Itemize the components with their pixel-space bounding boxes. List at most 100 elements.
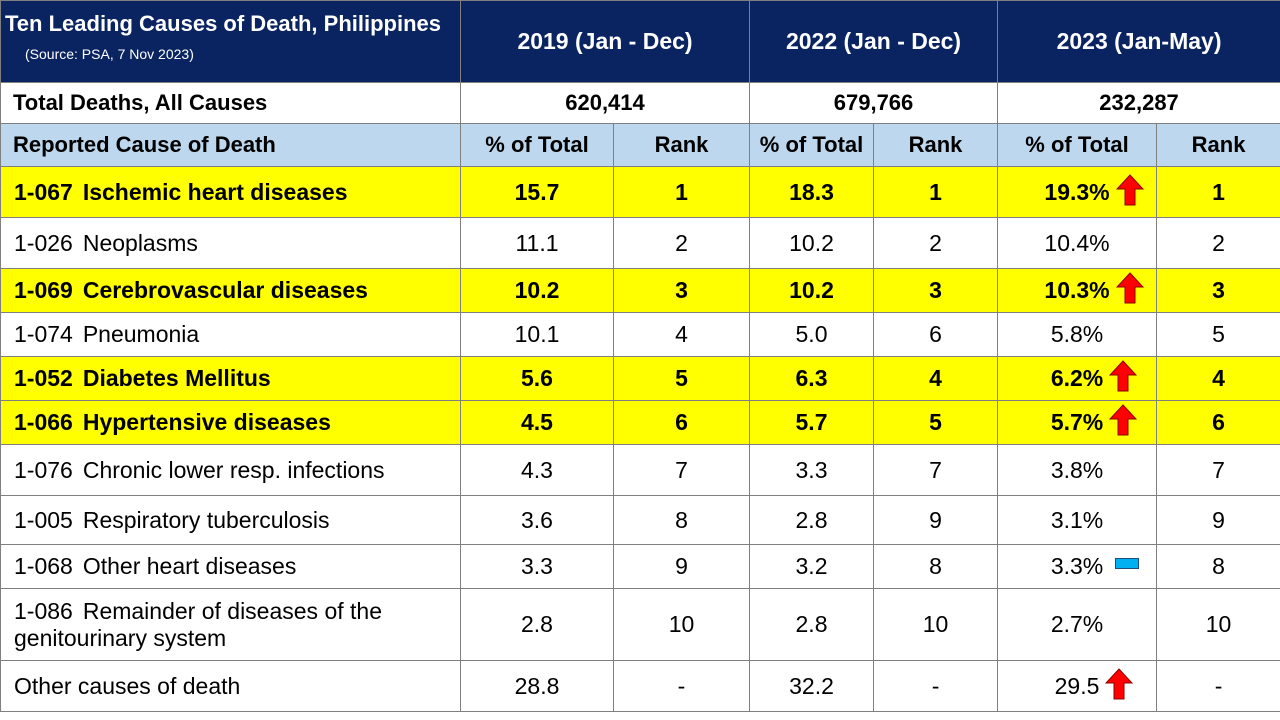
rank-cell: 6 [1156,400,1280,445]
rank-cell: 5 [612,356,751,401]
up-arrow-icon [1115,173,1144,205]
pct-cell: 3.2 [749,544,875,589]
up-arrow-icon [1105,667,1134,699]
table-row: Other causes of death 28.8-32.2-29.5- [0,660,1280,712]
cause-name: Other heart diseases [82,553,297,579]
rank-cell: 9 [1156,495,1280,545]
pct-2023-value: 10.3% [1044,272,1144,304]
period-2023: 2023 (Jan-May) [997,0,1280,83]
pct-cell: 3.3 [460,544,614,589]
rank-cell: 3 [1156,268,1280,313]
pct-2023-value: 2.7% [1050,611,1104,637]
pct-cell: 3.6 [460,495,614,545]
col-header-pct-2022: % of Total [749,123,875,167]
col-header-rank-2022: Rank [873,123,999,167]
total-deaths-label: Total Deaths, All Causes [0,82,461,124]
rank-cell: 4 [1156,356,1280,401]
pct-cell: 2.8 [749,588,875,661]
rank-cell: 2 [1156,217,1280,269]
rank-cell: 8 [873,544,999,589]
cause-code: 1-052 [14,365,73,391]
pct-cell: 2.8 [749,495,875,545]
pct-cell: 3.1% [997,495,1158,545]
rank-cell: 8 [612,495,751,545]
period-2022: 2022 (Jan - Dec) [749,0,999,83]
cause-name: Hypertensive diseases [82,409,331,435]
cause-code: 1-086 [14,597,73,624]
pct-2023-value: 6.2% [1051,360,1138,392]
rank-cell: 7 [1156,444,1280,496]
cause-code: 1-069 [14,277,73,303]
table-row: 1-069 Cerebrovascular diseases 10.2 3 10.2 3 1… [0,268,1280,313]
up-arrow-icon [1115,272,1144,304]
table-row: 1-074 Pneumonia 10.1 4 5.0 6 5.8% 5 [0,312,1280,357]
rank-cell: 9 [612,544,751,589]
cause-name: Neoplasms [82,229,198,256]
table-row: 1-068 Other heart diseases 3.3 9 3.2 8 3.3% 8 [0,544,1280,589]
table-row: 1-066 Hypertensive diseases 4.5 6 5.7 5 5.7% 6 [0,400,1280,445]
cause-cell: Other causes of death [0,660,461,712]
rank-cell: 3 [873,268,999,313]
pct-cell: 6.3 [749,356,875,401]
cause-code: 1-005 [14,506,73,533]
pct-cell: 4.5 [460,400,614,445]
pct-cell: 3.3 [749,444,875,496]
pct-2023-value: 3.8% [1050,456,1104,483]
pct-cell: 10.3% [997,268,1158,313]
rank-cell: 1 [873,166,999,218]
cause-name: Diabetes Mellitus [82,365,271,391]
pct-cell: 2.7% [997,588,1158,661]
pct-cell: 10.2 [460,268,614,313]
table-row: 1-067 Ischemic heart diseases 15.7 1 18.3 1 19… [0,166,1280,218]
pct-cell: 3.3% [997,544,1158,589]
up-arrow-icon [1109,360,1138,392]
cause-name: Remainder of diseases of the genitourina… [14,597,382,651]
rank-cell: 7 [612,444,751,496]
total-2023: 232,287 [997,82,1280,124]
rank-cell: - [1156,660,1280,712]
up-arrow-icon [1109,404,1138,436]
rank-cell: 1 [612,166,751,218]
pct-cell: 10.1 [460,312,614,357]
pct-2023-value: 3.3% [1051,553,1140,580]
cause-code: 1-074 [14,321,73,347]
pct-2023-value: 29.5 [1055,667,1134,700]
pct-cell: 5.6 [460,356,614,401]
col-header-pct-2023: % of Total [997,123,1158,167]
rank-cell: 2 [873,217,999,269]
cause-cell: 1-086 Remainder of diseases of the genito… [0,588,461,661]
cause-name: Pneumonia [82,321,200,347]
pct-2023-value: 3.1% [1050,506,1104,533]
col-header-rank-2023: Rank [1156,123,1280,167]
rank-cell: - [612,660,751,712]
pct-cell: 5.8% [997,312,1158,357]
rank-cell: 4 [612,312,751,357]
cause-name: Other causes of death [14,672,241,699]
pct-2023-value: 5.7% [1051,404,1138,436]
total-deaths-row: Total Deaths, All Causes 620,414 679,766… [0,82,1280,124]
pct-2023-value: 19.3% [1044,173,1144,206]
rank-cell: 9 [873,495,999,545]
rank-cell: 3 [612,268,751,313]
table-title: Ten Leading Causes of Death, Philippines [5,11,441,36]
header-row: Ten Leading Causes of Death, Philippines… [0,0,1280,83]
cause-code: 1-066 [14,409,73,435]
cause-name: Ischemic heart diseases [82,178,348,205]
cause-code: 1-076 [14,456,73,483]
rank-cell: 5 [873,400,999,445]
pct-cell: 19.3% [997,166,1158,218]
col-header-rank-2019: Rank [612,123,751,167]
rank-cell: 10 [873,588,999,661]
cause-cell: 1-026 Neoplasms [0,217,461,269]
total-2022: 679,766 [749,82,999,124]
table-row: 1-076 Chronic lower resp. infections 4.3 7 3… [0,444,1280,496]
total-2019: 620,414 [459,82,751,124]
pct-cell: 10.2 [749,217,875,269]
table-title-cell: Ten Leading Causes of Death, Philippines… [0,0,461,83]
column-header-row: Reported Cause of Death % of Total Rank … [0,123,1280,167]
no-change-icon [1115,558,1140,569]
cause-cell: 1-005 Respiratory tuberculosis [0,495,461,545]
pct-cell: 4.3 [460,444,614,496]
period-2019: 2019 (Jan - Dec) [459,0,751,83]
